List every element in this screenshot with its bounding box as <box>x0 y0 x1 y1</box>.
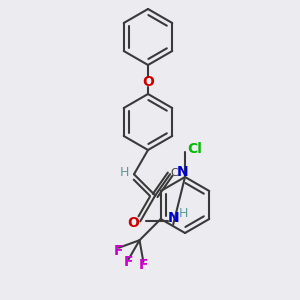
Text: N: N <box>176 165 188 179</box>
Text: H: H <box>178 207 188 220</box>
Text: C: C <box>170 168 178 178</box>
Text: O: O <box>142 75 154 89</box>
Text: F: F <box>139 258 148 272</box>
Text: H: H <box>119 166 129 179</box>
Text: Cl: Cl <box>188 142 202 156</box>
Text: F: F <box>114 244 124 258</box>
Text: N: N <box>167 212 179 225</box>
Text: O: O <box>127 216 139 230</box>
Text: F: F <box>124 255 133 269</box>
